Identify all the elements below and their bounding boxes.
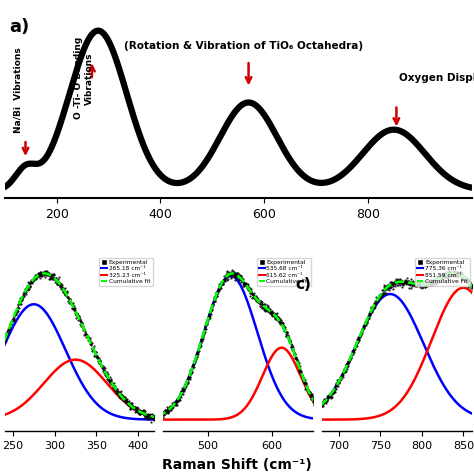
Legend: Experimental, 775.36 cm⁻¹, 851.59 cm⁻¹, Cumulative Fit: Experimental, 775.36 cm⁻¹, 851.59 cm⁻¹, … [415,258,470,286]
Text: O -Ti- O Bending
Vibrations: O -Ti- O Bending Vibrations [74,37,94,119]
Text: Oxygen Displaceme: Oxygen Displaceme [399,73,474,83]
Text: Raman Shift (cm⁻¹): Raman Shift (cm⁻¹) [162,457,312,472]
Legend: Experimental, 535.68 cm⁻¹, 615.62 cm⁻¹, Cumulative Fit: Experimental, 535.68 cm⁻¹, 615.62 cm⁻¹, … [256,258,311,286]
Text: (Rotation & Vibration of TiO₆ Octahedra): (Rotation & Vibration of TiO₆ Octahedra) [124,41,363,51]
Legend: Experimental, 265.18 cm⁻¹, 325.23 cm⁻¹, Cumulative fit: Experimental, 265.18 cm⁻¹, 325.23 cm⁻¹, … [99,258,153,286]
Text: a): a) [9,18,30,36]
Text: Na/Bi  Vibrations: Na/Bi Vibrations [13,47,22,133]
Text: c): c) [295,277,311,292]
